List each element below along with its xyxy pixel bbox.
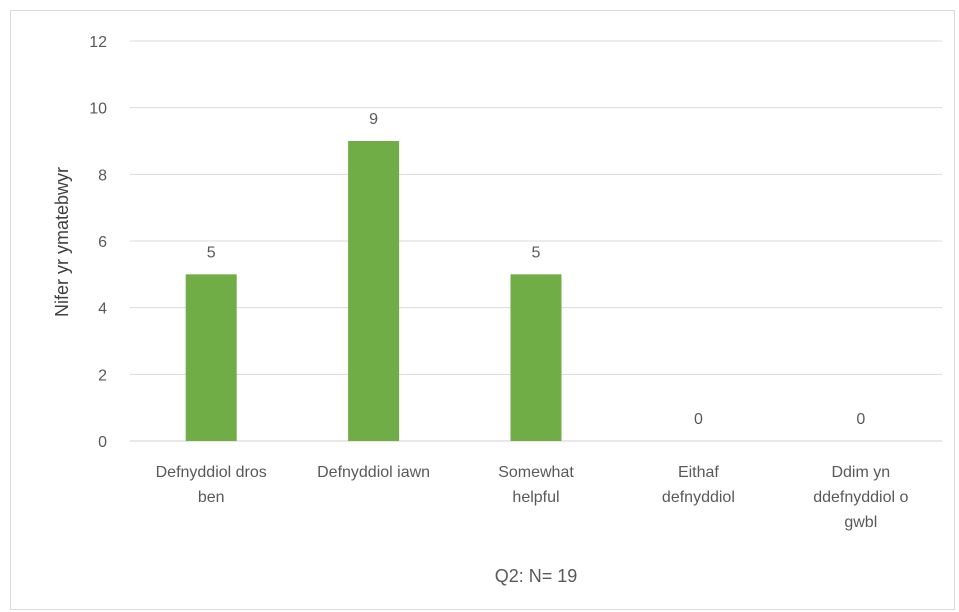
y-tick-label: 12 [89,34,107,51]
bars [185,141,562,441]
gridlines [130,40,942,442]
x-category-label: Ddim yn ddefnyddiol o gwbl [813,464,908,531]
x-axis-title: Q2: N= 19 [495,566,578,586]
y-tick-label: 8 [98,167,107,184]
y-tick-label: 10 [89,101,107,118]
x-category-label: Defnyddiol iawn [317,464,430,481]
x-axis-categories: Defnyddiol dros ben Defnyddiol iawn Somewha… [156,464,909,531]
bar [185,274,237,441]
chart-frame [10,10,955,610]
data-label: 5 [532,244,541,261]
y-tick-label: 2 [98,367,107,384]
data-labels: 5 9 5 0 0 [207,111,866,428]
data-label: 9 [369,111,378,128]
x-category-label: Somewhat helpful [498,464,574,506]
data-label: 5 [207,244,216,261]
bar [348,141,400,441]
y-axis-ticks: 0 2 4 6 8 10 12 [89,34,107,451]
x-category-label: Eithaf defnyddiol [662,464,735,506]
y-axis-title: Nifer yr ymatebwyr [52,167,72,317]
y-tick-label: 4 [98,301,107,318]
y-tick-label: 6 [98,234,107,251]
bar [510,274,562,441]
y-tick-label: 0 [98,434,107,451]
data-label: 0 [856,411,865,428]
x-category-label: Defnyddiol dros ben [156,464,267,506]
data-label: 0 [694,411,703,428]
